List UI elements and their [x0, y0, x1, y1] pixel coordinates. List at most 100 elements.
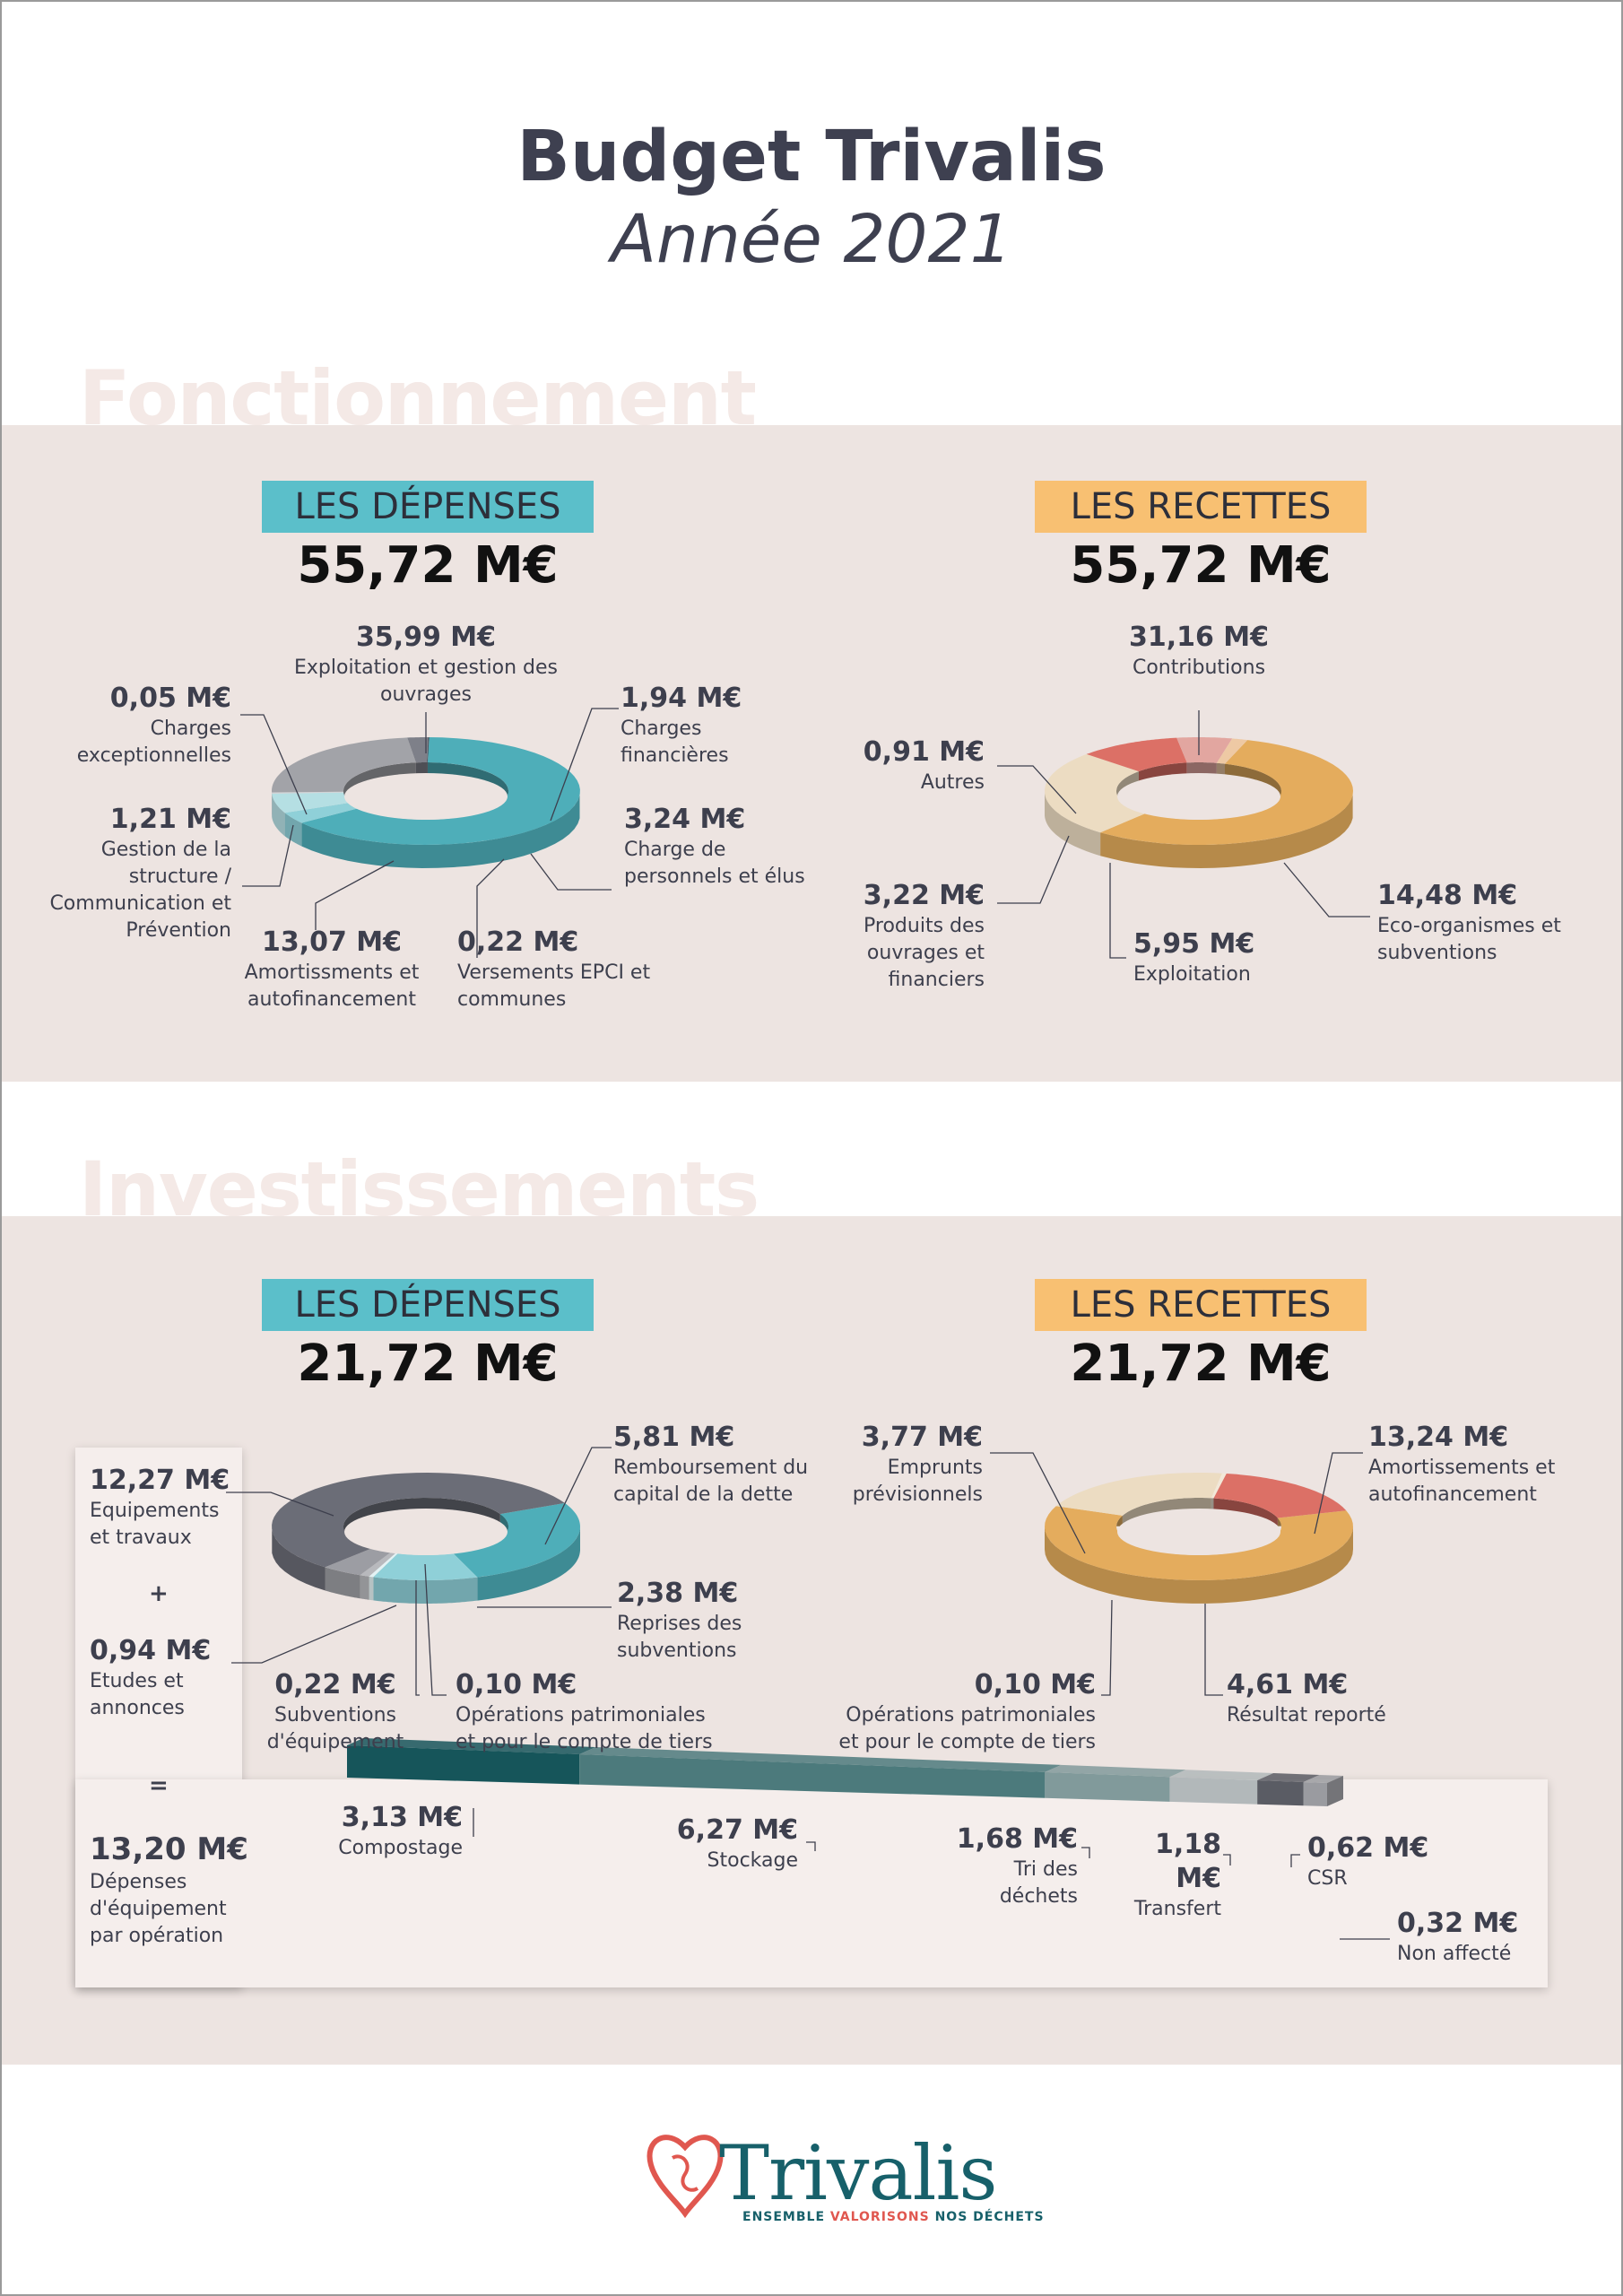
slice-name: Etudes et annonces	[90, 1670, 185, 1719]
slice-label: 5,81 M€ Remboursement du capital de la de…	[613, 1421, 811, 1509]
bar-category: Non affecté	[1397, 1943, 1512, 1965]
bar-label: 1,68 M€ Tri des déchets	[952, 1822, 1078, 1910]
slice-label: 13,07 M€ Amortissments et autofinancement	[233, 926, 430, 1013]
donut-slice-1	[1055, 1473, 1222, 1516]
section-band-fonctionnement	[2, 425, 1621, 1082]
leader-line	[1283, 862, 1370, 918]
slice-name: Versements EPCI et communes	[457, 961, 651, 1011]
slice-name: Charges financières	[621, 718, 729, 767]
donut-slice-4	[1216, 738, 1248, 764]
bar-label: 0,62 M€ CSR	[1307, 1831, 1433, 1892]
slice-name: Exploitation et gestion des ouvrages	[293, 657, 559, 706]
slice-name: Gestion de la structure / Communication …	[49, 839, 231, 942]
donut-slice-0	[453, 1502, 580, 1578]
bar-segment-4	[1257, 1780, 1304, 1806]
tag-invest-recettes: LES RECETTES	[1035, 1279, 1367, 1331]
slice-name: Subventions d'équipement	[266, 1704, 404, 1753]
bar-leader-line	[1081, 1847, 1090, 1858]
slice-name: Produits des ouvrages et financiers	[864, 915, 985, 991]
donut-side-2	[369, 1576, 374, 1601]
leader-line	[226, 1492, 334, 1517]
equip-total-text: Dépenses d'équipement par opération	[90, 1871, 227, 1947]
slice-value: 35,99 M€	[355, 622, 497, 653]
donut-slice-3	[272, 791, 344, 794]
slice-value: 0,22 M€	[457, 926, 579, 958]
slice-label: 5,95 M€ Exploitation	[1133, 927, 1313, 988]
slice-name: Emprunts prévisionnels	[852, 1457, 983, 1506]
donut-slice-5	[407, 737, 429, 763]
bar-value: 0,32 M€	[1397, 1908, 1519, 1939]
donut-hole	[344, 773, 508, 820]
leader-line	[1314, 1452, 1363, 1535]
tag-invest-depenses: LES DÉPENSES	[262, 1279, 594, 1331]
bar-value: 3,13 M€	[341, 1802, 463, 1833]
donut-side-4	[325, 1567, 360, 1599]
donut-side-0	[1100, 795, 1353, 868]
leader-line	[231, 1605, 397, 1664]
tagline-part-2: VALORISONS	[829, 2210, 930, 2224]
logo-wordmark: Trivalis	[719, 2129, 997, 2217]
bar-category: CSR	[1307, 1867, 1348, 1890]
leader-line	[997, 765, 1077, 814]
leader-line	[242, 824, 294, 887]
slice-label: 13,24 M€ Amortissements et autofinancemen…	[1368, 1421, 1575, 1509]
donut-slice-2	[369, 1552, 398, 1578]
donut-side-0	[477, 1526, 580, 1601]
slice-name: Autres	[920, 771, 985, 794]
slice-value: 31,16 M€	[1128, 622, 1270, 653]
bar-value: 1,18 M€	[1154, 1829, 1221, 1894]
bar-top-4	[1257, 1773, 1320, 1782]
slice-name: Opérations patrimoniales et pour le comp…	[456, 1704, 713, 1753]
bar-label: 6,27 M€ Stockage	[673, 1813, 798, 1874]
bar-category: Stockage	[707, 1849, 798, 1872]
slice-label: 0,94 M€ Etudes et annonces	[90, 1634, 242, 1722]
slice-value: 2,38 M€	[617, 1578, 739, 1609]
donut-slice-6	[427, 737, 430, 762]
donut-investissements-les-recettes	[1045, 1473, 1353, 1604]
slice-label: 3,77 M€ Emprunts prévisionnels	[845, 1421, 983, 1509]
bar-category: Transfert	[1133, 1898, 1221, 1920]
donut-slice-2	[1086, 737, 1187, 772]
tag-fonct-recettes: LES RECETTES	[1035, 481, 1367, 533]
bar-top-2	[1045, 1764, 1186, 1778]
slice-name: Equipements et travaux	[90, 1500, 220, 1549]
slice-name: Contributions	[1132, 657, 1266, 679]
bar-leader-line	[1290, 1854, 1300, 1867]
equipment-bar	[347, 1738, 1343, 1806]
slice-label: 0,22 M€ Subventions d'équipement	[256, 1668, 414, 1756]
slice-label: 0,10 M€ Opérations patrimoniales et pour …	[456, 1668, 725, 1756]
slice-name: Exploitation	[1133, 963, 1251, 986]
slice-value: 3,22 M€	[863, 880, 985, 911]
tagline-part-3: NOS DÉCHETS	[934, 2210, 1045, 2224]
slice-label: 0,05 M€ Charges exceptionnelles	[52, 682, 231, 770]
leader-line	[1109, 863, 1126, 959]
slice-value: 0,10 M€	[456, 1669, 577, 1700]
total-invest-depenses: 21,72 M€	[297, 1335, 559, 1393]
bar-segment-2	[1045, 1771, 1170, 1802]
slice-label: 0,10 M€ Opérations patrimoniales et pour …	[827, 1668, 1096, 1756]
slice-label: 0,91 M€ Autres	[836, 735, 985, 796]
leader-line	[476, 858, 505, 958]
section-title-fonctionnement-top: Fonctionnement	[79, 361, 756, 425]
bar-value: 6,27 M€	[676, 1814, 798, 1846]
donut-slice-5	[272, 1473, 565, 1568]
leader-line	[240, 714, 308, 815]
section-title-investissements: Investissements	[79, 1145, 759, 1233]
slice-name: Amortissments et autofinancement	[244, 961, 420, 1011]
slice-value: 3,77 M€	[861, 1422, 983, 1453]
bar-value: 0,62 M€	[1307, 1832, 1429, 1864]
slice-value: 0,10 M€	[974, 1669, 1096, 1700]
leader-line	[424, 1563, 447, 1696]
slice-value: 13,07 M€	[261, 926, 403, 958]
donut-inner-4	[343, 762, 416, 807]
tag-fonct-depenses: LES DÉPENSES	[262, 481, 594, 533]
section-title-fonctionnement: Fonctionnement	[79, 354, 757, 442]
page-title: Budget Trivalis	[516, 117, 1107, 197]
slice-label: 1,21 M€ Gestion de la structure / Communi…	[47, 803, 231, 944]
leader-line	[550, 708, 619, 822]
leader-line	[1204, 1604, 1223, 1696]
slice-name: Résultat reporté	[1227, 1704, 1386, 1726]
slice-label: 35,99 M€ Exploitation et gestion des ouvr…	[278, 621, 574, 709]
equals-sign: =	[149, 1772, 169, 1799]
